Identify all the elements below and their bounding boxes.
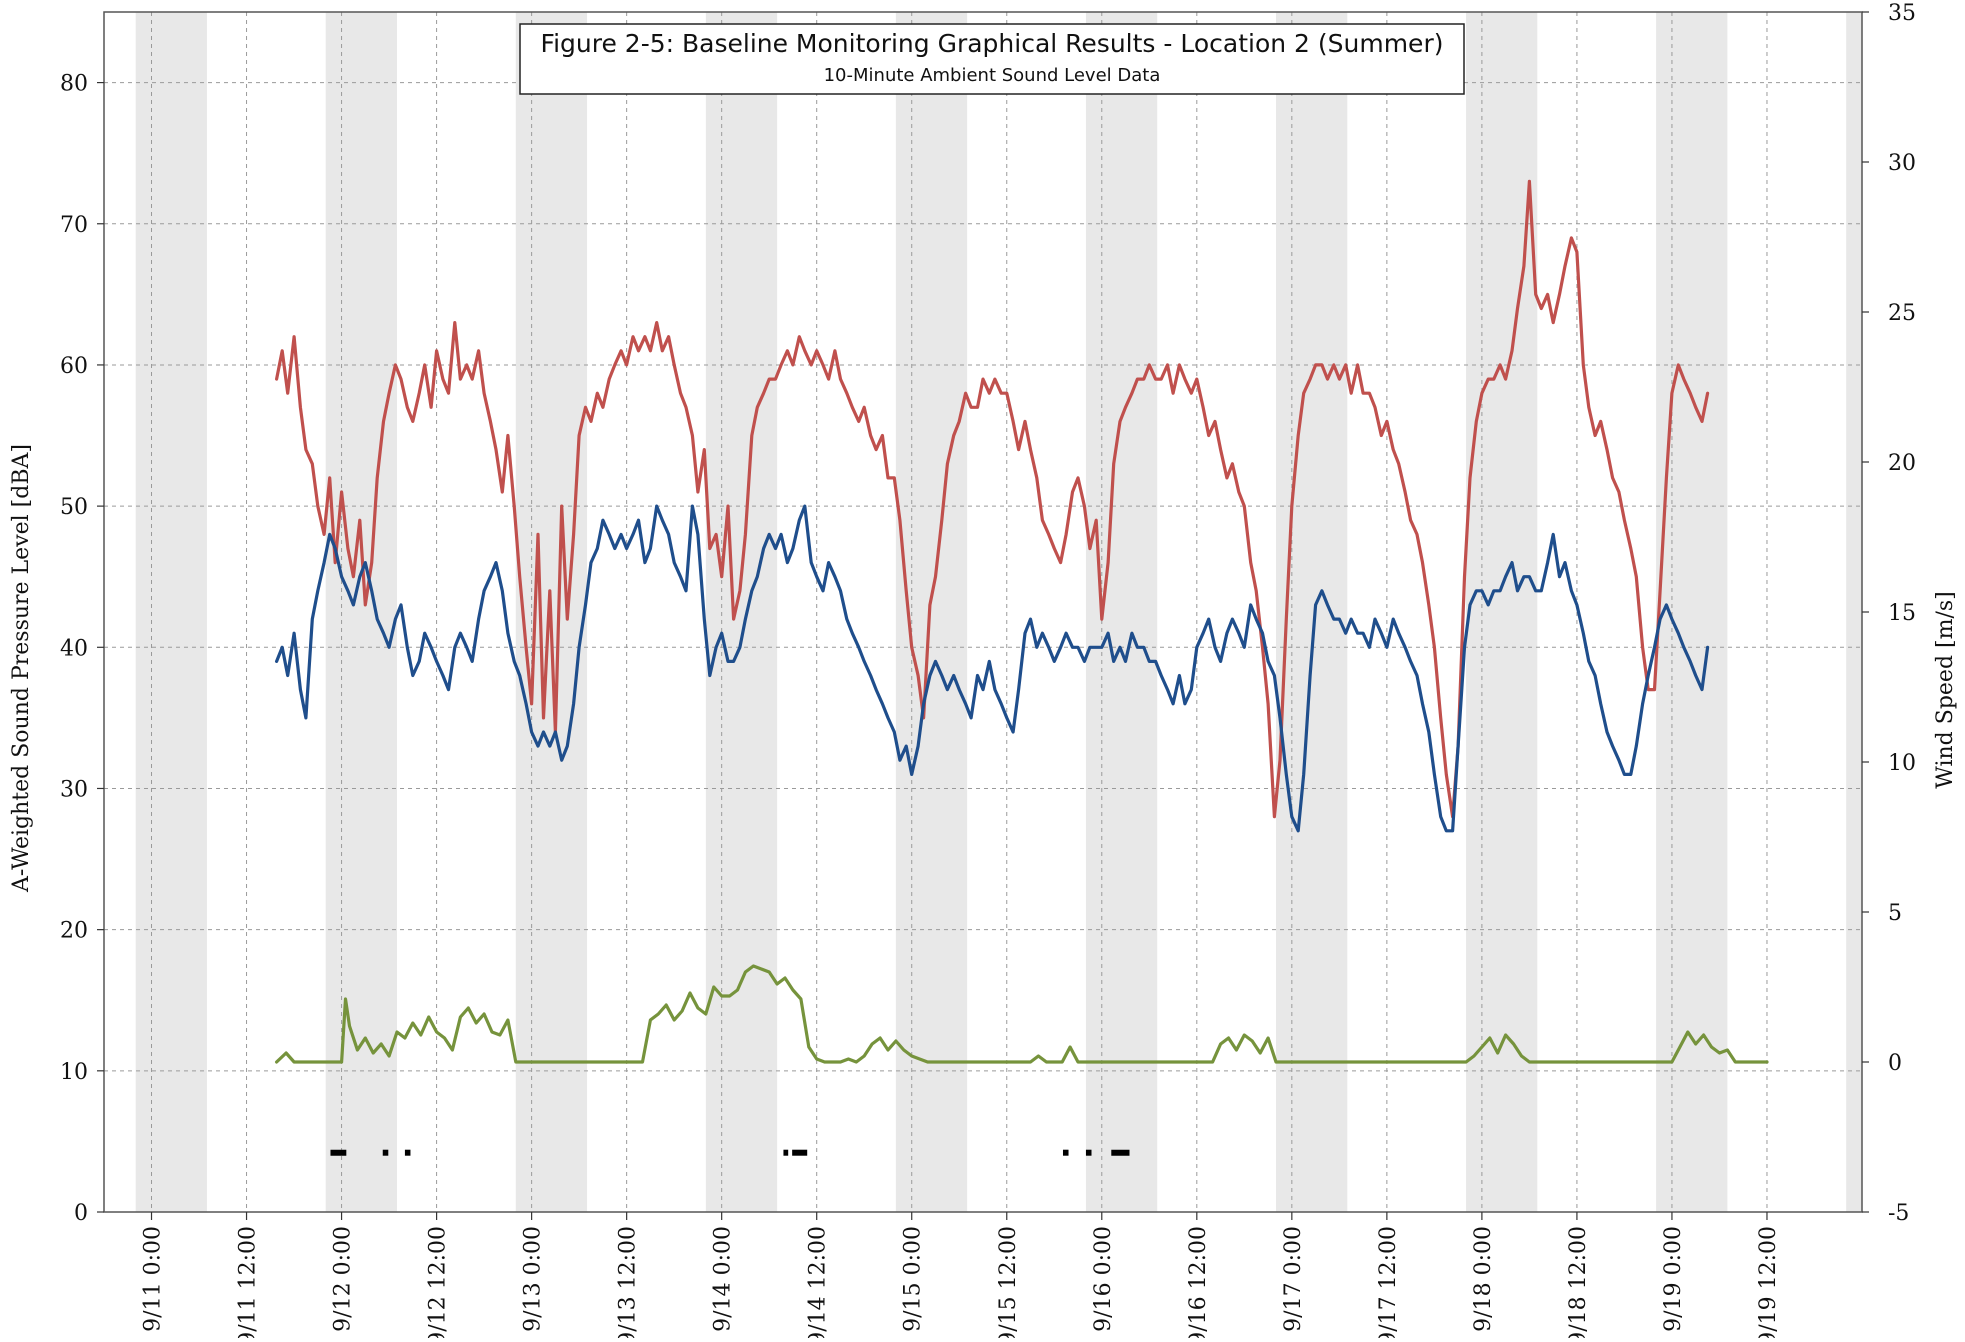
x-tick-label: 9/12 0:00 bbox=[331, 1226, 356, 1332]
y-tick-label-right: 35 bbox=[1888, 1, 1916, 26]
chart-subtitle: 10-Minute Ambient Sound Level Data bbox=[824, 65, 1161, 86]
x-tick-label: 9/14 12:00 bbox=[806, 1226, 831, 1338]
y-tick-label-left: 50 bbox=[60, 495, 88, 520]
x-tick-label: 9/19 0:00 bbox=[1661, 1226, 1686, 1332]
night-band bbox=[1846, 12, 1862, 1212]
title-box: Figure 2-5: Baseline Monitoring Graphica… bbox=[519, 23, 1465, 95]
y-tick-label-right: 30 bbox=[1888, 151, 1916, 176]
y-tick-label-right: 20 bbox=[1888, 451, 1916, 476]
x-tick-label: 9/16 0:00 bbox=[1091, 1226, 1116, 1332]
x-tick-label: 9/18 12:00 bbox=[1566, 1226, 1591, 1338]
y-tick-label-right: 15 bbox=[1888, 601, 1916, 626]
night-band bbox=[705, 12, 778, 1212]
night-band bbox=[1656, 12, 1728, 1212]
x-tick-label: 9/14 0:00 bbox=[711, 1226, 736, 1332]
series-line-blue bbox=[275, 504, 1710, 833]
y-axis-label-left: A-Weighted Sound Pressure Level [dBA] bbox=[9, 444, 34, 893]
y-tick-label-right: 10 bbox=[1888, 751, 1916, 776]
y-tick-label-left: 70 bbox=[60, 213, 88, 238]
y-tick-label-left: 60 bbox=[60, 354, 88, 379]
grid-lines bbox=[104, 12, 1862, 1212]
chart-title: Figure 2-5: Baseline Monitoring Graphica… bbox=[541, 29, 1444, 58]
y-tick-label-left: 30 bbox=[60, 777, 88, 802]
y-tick-label-left: 10 bbox=[60, 1060, 88, 1085]
series-line-green bbox=[275, 964, 1769, 1064]
series-layer bbox=[275, 179, 1769, 1064]
axes-layer: 0 10 20 30 40 50 60 70 80 -5 0 5 10 15 20 25 30 35 9/11 0:… bbox=[60, 1, 1916, 1342]
night-band bbox=[895, 12, 968, 1212]
x-tick-label: 9/11 12:00 bbox=[236, 1226, 261, 1338]
x-tick-label: 9/17 12:00 bbox=[1376, 1226, 1401, 1338]
x-tick-label: 9/16 12:00 bbox=[1186, 1226, 1211, 1338]
y-tick-label-right: -5 bbox=[1888, 1201, 1909, 1226]
y-tick-label-left: 0 bbox=[74, 1201, 88, 1226]
title-box-frame bbox=[519, 23, 1465, 95]
y-tick-label-right: 5 bbox=[1888, 901, 1902, 926]
y-axis-label-right: Wind Speed [m/s] bbox=[1933, 591, 1958, 789]
x-tick-label: 9/11 0:00 bbox=[141, 1226, 166, 1332]
series-line-red bbox=[275, 179, 1710, 819]
y-tick-label-left: 40 bbox=[60, 636, 88, 661]
x-tick-label: 9/13 0:00 bbox=[521, 1226, 546, 1332]
night-bands bbox=[135, 12, 1862, 1212]
y-tick-label-right: 25 bbox=[1888, 301, 1916, 326]
night-band bbox=[1085, 12, 1158, 1212]
y-tick-label-right: 0 bbox=[1888, 1051, 1902, 1076]
x-tick-label: 9/17 0:00 bbox=[1281, 1226, 1306, 1332]
y-tick-label-left: 80 bbox=[60, 72, 88, 97]
x-tick-label: 9/15 12:00 bbox=[996, 1226, 1021, 1338]
x-tick-label: 9/13 12:00 bbox=[616, 1226, 641, 1338]
y-tick-label-left: 20 bbox=[60, 919, 88, 944]
x-tick-label: 9/18 0:00 bbox=[1471, 1226, 1496, 1332]
x-tick-label: 9/19 12:00 bbox=[1756, 1226, 1781, 1338]
night-band bbox=[325, 12, 397, 1212]
night-band bbox=[135, 12, 207, 1212]
night-band bbox=[1466, 12, 1538, 1212]
x-tick-label: 9/12 12:00 bbox=[426, 1226, 451, 1338]
x-tick-label: 9/15 0:00 bbox=[901, 1226, 926, 1332]
